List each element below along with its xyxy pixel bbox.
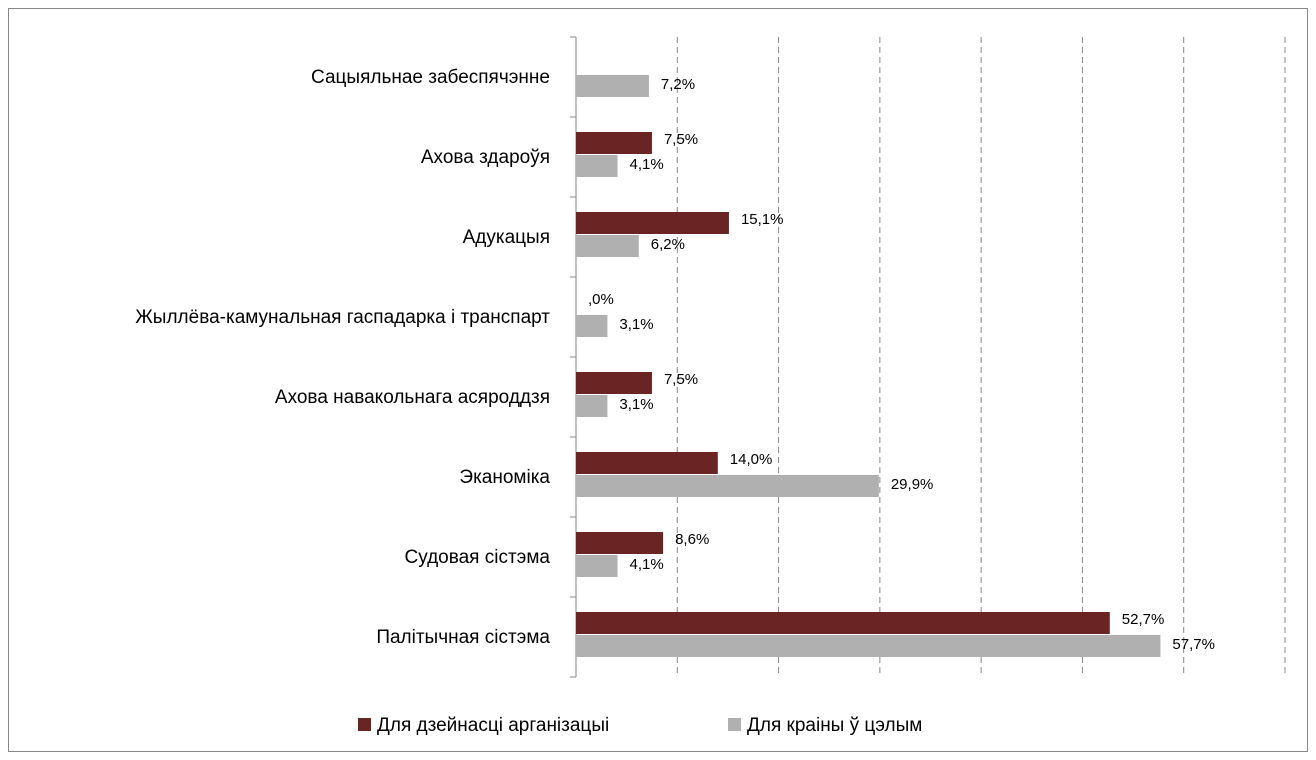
category-label: Ахова здароўя [421,147,550,168]
bar [576,155,618,177]
bar [576,315,608,337]
value-label: 52,7% [1122,611,1165,628]
bar [576,75,649,97]
bar [576,212,729,234]
legend-swatch [358,718,371,731]
value-label: 4,1% [630,156,664,173]
value-label: 3,1% [619,316,653,333]
value-label: 29,9% [891,476,934,493]
bar [576,395,608,417]
category-label: Палітычная сістэма [376,627,550,648]
value-label: 4,1% [630,556,664,573]
category-label: Эканоміка [459,467,550,488]
bar [576,532,664,554]
bar [576,612,1110,634]
legend-label: Для дзейнасці арганізацыі [377,715,609,736]
value-label: 3,1% [619,396,653,413]
value-label: 7,5% [664,371,698,388]
bar [576,475,879,497]
value-label: 57,7% [1172,636,1215,653]
category-label: Жыллёва-камунальная гаспадарка і транспа… [135,307,550,328]
value-label: 6,2% [651,236,685,253]
bar [576,635,1161,657]
value-label: 14,0% [730,451,773,468]
category-label: Адукацыя [463,227,550,248]
bar [576,372,652,394]
value-label: 7,5% [664,131,698,148]
bar [576,555,618,577]
value-label: ,0% [588,291,614,308]
category-label: Сацыяльнае забеспячэнне [311,67,550,88]
bar [576,132,652,154]
value-label: 8,6% [675,531,709,548]
bar [576,235,639,257]
category-label: Ахова навакольнага асяроддзя [275,387,550,408]
value-label: 15,1% [741,211,784,228]
legend-label: Для краіны ў цэлым [747,715,922,736]
bar [576,452,718,474]
legend-swatch [728,718,741,731]
category-label: Судовая сістэма [404,547,550,568]
value-label: 7,2% [661,76,695,93]
